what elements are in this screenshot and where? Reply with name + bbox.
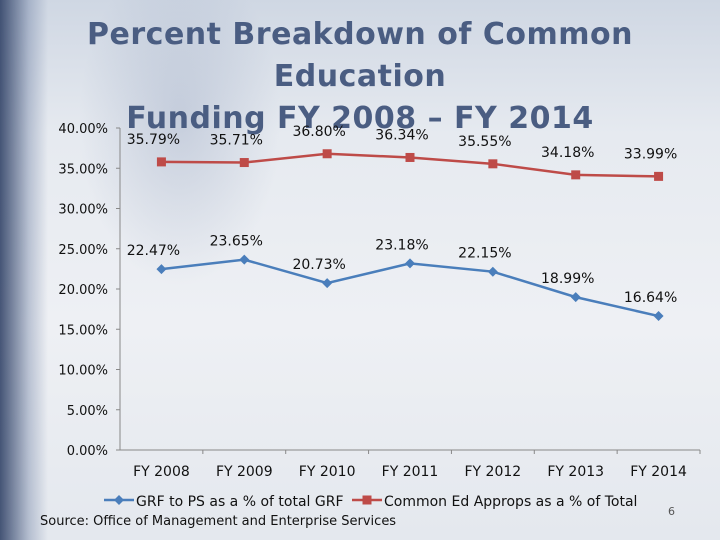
legend-label: GRF to PS as a % of total GRF: [136, 494, 344, 510]
x-tick-label: FY 2011: [382, 464, 439, 480]
data-point-diamond: [322, 278, 333, 289]
y-tick-label: 25.00%: [58, 243, 108, 258]
data-point-square: [654, 171, 664, 181]
data-point-square: [156, 157, 166, 167]
legend-label: Common Ed Approps as a % of Total: [384, 494, 637, 510]
data-label: 23.18%: [375, 237, 428, 253]
data-point-diamond: [405, 258, 415, 269]
y-tick-label: 20.00%: [58, 283, 108, 298]
x-tick-label: FY 2010: [299, 464, 356, 480]
title-line-1: Percent Breakdown of Common Education: [87, 17, 633, 94]
legend-marker-diamond: [114, 495, 124, 505]
data-label: 18.99%: [541, 271, 594, 287]
data-point-diamond: [487, 266, 498, 277]
data-point-diamond: [653, 311, 664, 322]
data-point-diamond: [239, 254, 250, 265]
x-tick-label: FY 2012: [465, 464, 522, 480]
y-tick-label: 35.00%: [58, 162, 108, 177]
data-label: 22.47%: [127, 243, 180, 259]
title-line-2: Funding FY 2008 – FY 2014: [126, 101, 594, 136]
y-tick-label: 15.00%: [58, 323, 108, 338]
y-tick-label: 40.00%: [58, 122, 108, 137]
y-tick-label: 0.00%: [67, 444, 108, 459]
data-label: 16.64%: [624, 290, 677, 306]
data-label: 23.65%: [210, 234, 263, 250]
data-point-square: [571, 170, 581, 180]
page-number: 6: [668, 505, 675, 518]
x-tick-label: FY 2009: [216, 464, 273, 480]
data-label: 36.80%: [292, 124, 345, 140]
slide-title: Percent Breakdown of Common Education Fu…: [0, 14, 720, 140]
data-label: 22.15%: [458, 246, 511, 262]
source-note: Source: Office of Management and Enterpr…: [40, 514, 397, 529]
data-label: 35.55%: [458, 134, 511, 150]
data-label: 33.99%: [624, 146, 677, 162]
data-point-square: [405, 152, 415, 162]
data-point-square: [488, 159, 498, 169]
legend-marker-square: [362, 495, 372, 505]
x-tick-label: FY 2008: [133, 464, 190, 480]
data-point-square: [239, 158, 249, 168]
data-label: 20.73%: [292, 257, 345, 273]
data-label: 36.34%: [375, 127, 428, 143]
x-tick-label: FY 2014: [630, 464, 687, 480]
data-point-diamond: [156, 264, 167, 275]
data-point-diamond: [570, 292, 581, 303]
data-label: 35.71%: [210, 133, 263, 149]
data-label: 35.79%: [127, 132, 180, 148]
y-tick-label: 10.00%: [58, 364, 108, 379]
y-tick-label: 30.00%: [58, 203, 108, 218]
y-tick-label: 5.00%: [67, 404, 108, 419]
data-label: 34.18%: [541, 145, 594, 161]
data-point-square: [322, 149, 332, 159]
background-edge: [0, 0, 48, 540]
x-tick-label: FY 2013: [547, 464, 604, 480]
background-dome-image: [70, 0, 290, 300]
